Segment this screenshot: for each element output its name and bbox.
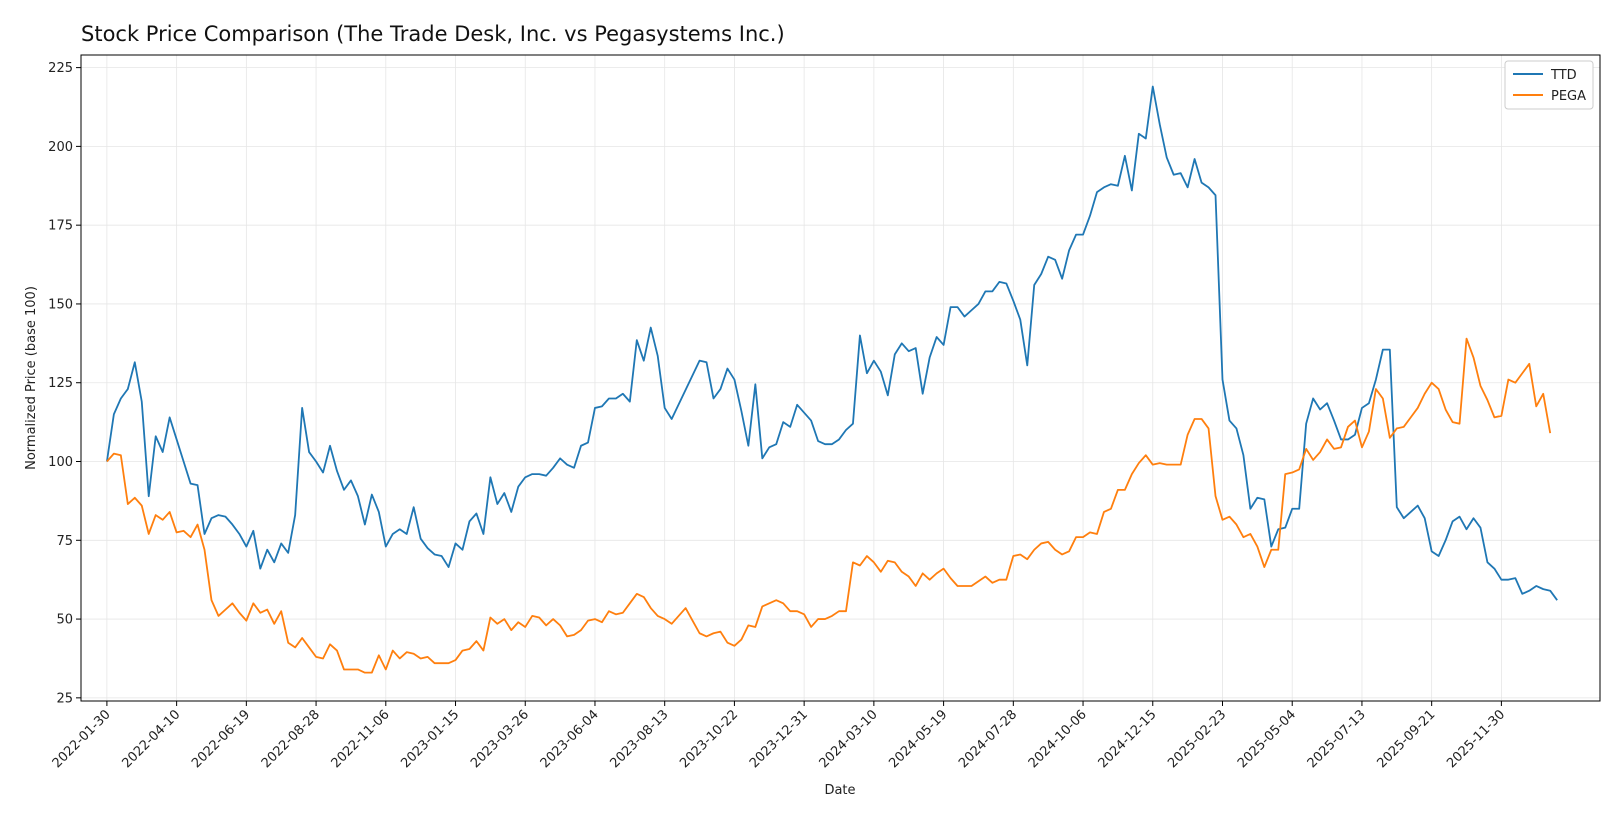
y-tick-label: 50 [56, 613, 73, 628]
y-tick-label: 25 [56, 691, 73, 706]
y-tick-label: 125 [48, 376, 73, 391]
series-line-ttd [106, 85, 1558, 601]
y-tick-label: 175 [48, 219, 73, 234]
y-axis-title: Normalized Price (base 100) [24, 286, 39, 470]
series-layer [106, 85, 1558, 674]
x-axis-title: Date [824, 783, 855, 798]
y-tick-label: 150 [48, 297, 73, 312]
plot-frame [80, 54, 1601, 702]
legend-label-pega: PEGA [1551, 89, 1586, 104]
y-tick-label: 75 [56, 534, 73, 549]
y-tick-label: 225 [48, 61, 73, 76]
gridlines [81, 55, 1600, 701]
series-line-pega [106, 337, 1552, 674]
y-tick-label: 200 [48, 140, 73, 155]
chart-title: Stock Price Comparison (The Trade Desk, … [81, 22, 785, 46]
legend-label-ttd: TTD [1550, 68, 1577, 83]
y-tick-label: 100 [48, 455, 73, 470]
legend: TTD PEGA [1504, 60, 1594, 110]
